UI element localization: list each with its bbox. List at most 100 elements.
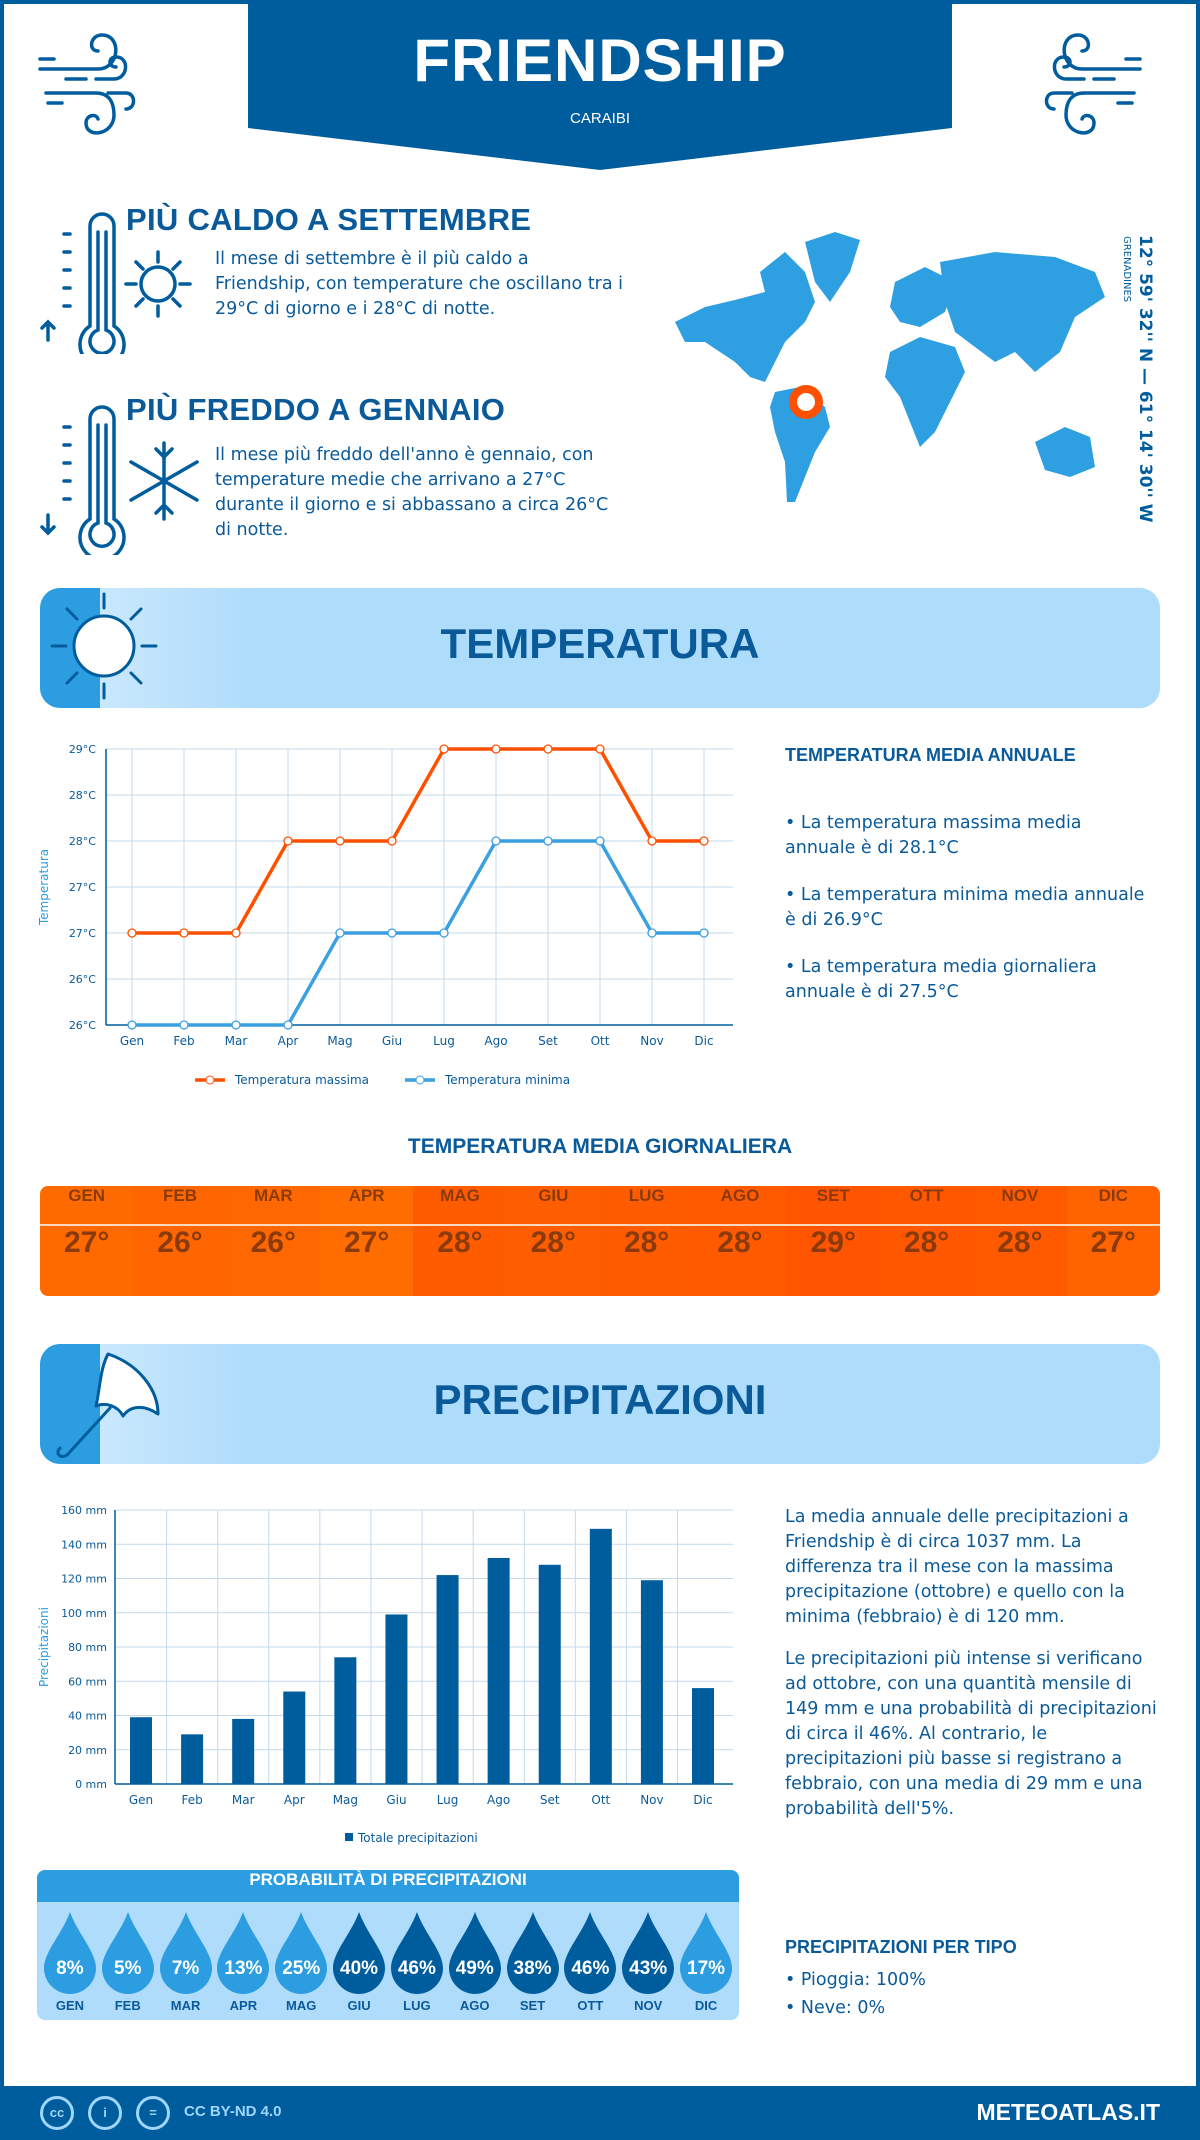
x-tick-label: Mag bbox=[333, 1793, 358, 1807]
y-tick-label: 0 mm bbox=[75, 1778, 107, 1791]
month-label: GIU bbox=[506, 1186, 600, 1226]
precip-bar bbox=[334, 1657, 357, 1784]
data-point bbox=[439, 744, 449, 754]
month-label: SET bbox=[786, 1186, 880, 1226]
data-point bbox=[387, 836, 397, 846]
y-tick-label: 160 mm bbox=[61, 1504, 107, 1517]
annual-max-bullet: • La temperatura massima media annuale è… bbox=[785, 813, 1082, 858]
month-label: GEN bbox=[55, 1998, 84, 2013]
no-derivatives-icon[interactable]: = bbox=[136, 2096, 170, 2130]
x-tick-label: Feb bbox=[181, 1793, 202, 1807]
raindrop-icon bbox=[333, 1912, 386, 1994]
daily-temp-value: 27° bbox=[63, 1226, 110, 1259]
x-tick-label: Lug bbox=[433, 1034, 455, 1048]
thermometer-hot-icon bbox=[40, 212, 192, 354]
daily-temp-cell: GEN 27° bbox=[40, 1186, 134, 1296]
precip-section-banner: PRECIPITAZIONI bbox=[40, 1344, 1160, 1464]
raindrop-icon bbox=[101, 1912, 154, 1994]
probability-value: 7% bbox=[171, 1958, 200, 1979]
month-label: LUG bbox=[599, 1186, 694, 1226]
daily-temp-cell: OTT 28° bbox=[879, 1186, 974, 1296]
y-tick-label: 27°C bbox=[69, 927, 96, 940]
data-point bbox=[699, 836, 709, 846]
data-point bbox=[543, 836, 553, 846]
daily-temp-cell: APR 27° bbox=[319, 1186, 414, 1296]
location-marker-icon bbox=[789, 385, 823, 419]
x-tick-label: Ott bbox=[591, 1034, 610, 1048]
x-tick-label: Mag bbox=[327, 1034, 352, 1048]
series-line-min bbox=[132, 839, 704, 1027]
wind-icon bbox=[1044, 33, 1142, 135]
probability-value: 46% bbox=[397, 1958, 436, 1979]
probability-value: 25% bbox=[282, 1958, 321, 1979]
attribution-icon[interactable]: i bbox=[88, 2096, 122, 2130]
month-label: LUG bbox=[403, 1998, 431, 2013]
annual-mean-bullet: • La temperatura media giornaliera annua… bbox=[785, 957, 1097, 1002]
month-label: OTT bbox=[879, 1186, 974, 1226]
precip-bar bbox=[181, 1734, 204, 1784]
precip-bar bbox=[487, 1557, 510, 1784]
daily-temp-value: 28° bbox=[997, 1226, 1043, 1259]
precip-bar bbox=[640, 1580, 663, 1784]
rain-share: • Pioggia: 100% bbox=[785, 1970, 926, 1990]
legend-label: Totale precipitazioni bbox=[357, 1831, 478, 1845]
x-tick-label: Dic bbox=[694, 1034, 713, 1048]
legend-label: Temperatura minima bbox=[444, 1073, 570, 1087]
y-tick-label: 40 mm bbox=[68, 1710, 107, 1723]
temperature-chart: Gen Feb Mar Apr Mag Giu Lug Ago Set Ott Nov Dic 26°C… bbox=[37, 743, 733, 1087]
month-label: AGO bbox=[459, 1998, 490, 2013]
raindrop-icon bbox=[159, 1912, 212, 1994]
x-tick-label: Apr bbox=[278, 1034, 299, 1048]
daily-temp-cell: GIU 28° bbox=[506, 1186, 600, 1296]
month-label: SET bbox=[519, 1998, 546, 2013]
probability-value: 8% bbox=[56, 1958, 84, 1979]
x-tick-label: Apr bbox=[284, 1793, 305, 1807]
month-label: GEN bbox=[40, 1186, 134, 1226]
legend-marker bbox=[415, 1075, 425, 1085]
month-label: APR bbox=[229, 1998, 258, 2013]
probability-drop: 25% MAG bbox=[272, 1902, 330, 2020]
brand-link[interactable]: METEOATLAS.IT bbox=[976, 2099, 1160, 2125]
data-point bbox=[283, 1020, 293, 1030]
month-label: MAG bbox=[286, 1998, 317, 2013]
month-label: MAR bbox=[226, 1186, 320, 1226]
month-label: GIU bbox=[347, 1998, 371, 2013]
daily-temp-cell: MAR 26° bbox=[226, 1186, 320, 1296]
series-line-max bbox=[132, 747, 704, 935]
data-point bbox=[543, 744, 553, 754]
daily-temp-cell: AGO 28° bbox=[693, 1186, 787, 1296]
y-tick-label: 60 mm bbox=[68, 1675, 107, 1688]
data-point bbox=[595, 836, 605, 846]
region-name: GRENADINES bbox=[1121, 236, 1132, 303]
y-tick-label: 29°C bbox=[69, 743, 96, 756]
daily-temp-value: 28° bbox=[623, 1226, 670, 1259]
x-tick-label: Nov bbox=[640, 1793, 663, 1807]
data-point bbox=[179, 928, 189, 938]
probability-drop: 43% NOV bbox=[619, 1902, 677, 2020]
y-tick-label: 26°C bbox=[69, 973, 96, 986]
month-label: DIC bbox=[1066, 1186, 1160, 1226]
coldest-text: Il mese più freddo dell'anno è gennaio, … bbox=[215, 445, 609, 540]
coordinates: 12° 59' 32'' N — 61° 14' 30'' W bbox=[1135, 235, 1155, 523]
data-point bbox=[231, 928, 241, 938]
raindrop-icon bbox=[622, 1912, 675, 1994]
precip-paragraph-1: La media annuale delle precipitazioni a … bbox=[785, 1507, 1129, 1627]
precip-bar bbox=[130, 1717, 152, 1784]
precipitation-chart: Gen Feb Mar Apr Mag Giu Lug Ago Set Ott Nov Dic 0 mm… bbox=[37, 1504, 733, 1845]
raindrop-icon bbox=[680, 1912, 733, 1994]
probability-value: 5% bbox=[114, 1958, 142, 1979]
license-label[interactable]: CC BY-ND 4.0 bbox=[184, 2103, 282, 2120]
legend-swatch bbox=[345, 1833, 353, 1841]
raindrop-icon bbox=[217, 1912, 270, 1994]
x-tick-label: Mar bbox=[232, 1793, 255, 1807]
probability-drop: 40% GIU bbox=[330, 1902, 388, 2020]
cc-icon[interactable]: cc bbox=[40, 2096, 74, 2130]
x-tick-label: Set bbox=[538, 1034, 558, 1048]
data-point bbox=[231, 1020, 241, 1030]
region-subtitle: CARAIBI bbox=[569, 110, 630, 127]
daily-temp-value: 28° bbox=[903, 1226, 950, 1259]
probability-heading: PROBABILITÀ DI PRECIPITAZIONI bbox=[37, 1870, 739, 1902]
raindrop-icon bbox=[506, 1912, 559, 1994]
annual-min-bullet: • La temperatura minima media annuale è … bbox=[785, 885, 1145, 930]
data-point bbox=[335, 928, 345, 938]
